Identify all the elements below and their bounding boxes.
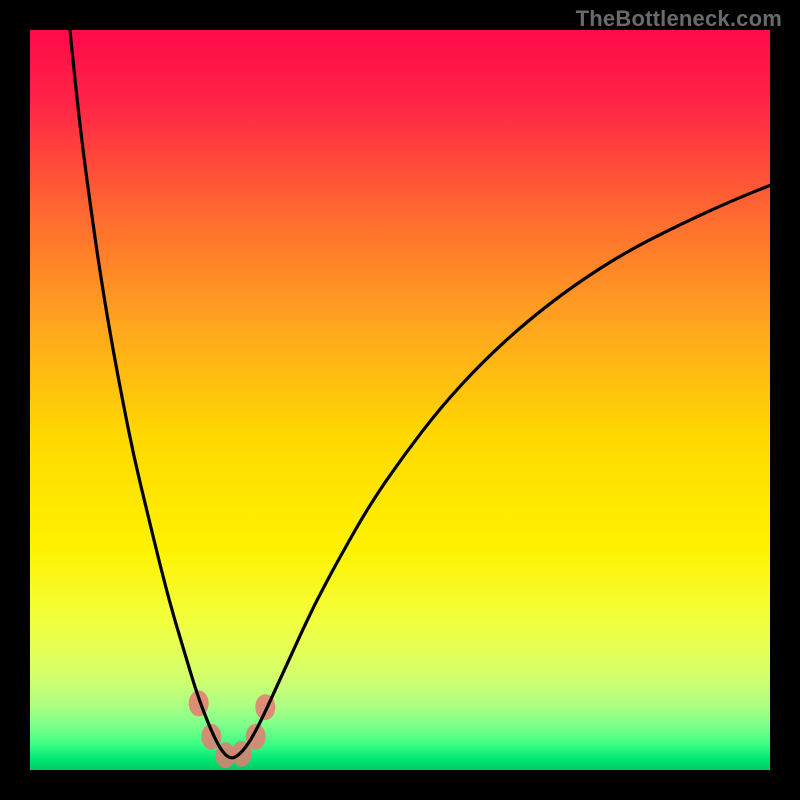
- watermark-text: TheBottleneck.com: [576, 6, 782, 32]
- chart-background: [30, 30, 770, 770]
- chart-frame: TheBottleneck.com: [0, 0, 800, 800]
- bottleneck-chart: [30, 30, 770, 770]
- chart-svg: [30, 30, 770, 770]
